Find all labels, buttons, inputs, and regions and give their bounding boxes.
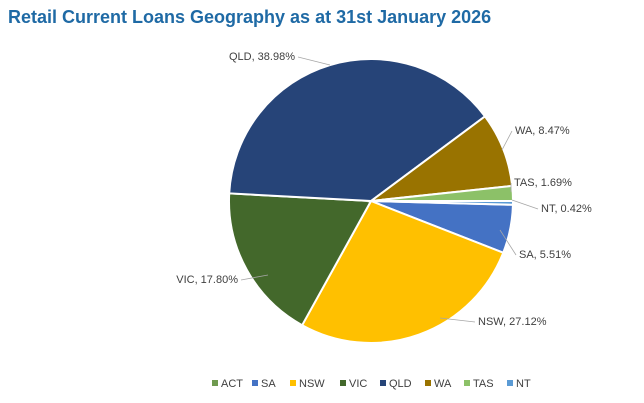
legend-label: QLD (389, 378, 412, 390)
legend-label: NSW (299, 378, 325, 390)
leader-line (240, 274, 269, 281)
data-label: QLD, 38.98% (229, 51, 295, 63)
legend-swatch (425, 380, 431, 386)
legend-swatch (507, 380, 513, 386)
data-label: NSW, 27.12% (478, 316, 547, 328)
legend-label: ACT (221, 378, 243, 390)
data-label: NT, 0.42% (541, 203, 592, 215)
pie-slice (228, 58, 487, 203)
legend-swatch (464, 380, 470, 386)
legend-swatch (290, 380, 296, 386)
legend-label: SA (261, 378, 276, 390)
data-label: TAS, 1.69% (514, 177, 572, 189)
legend-swatch (212, 380, 218, 386)
chart-title: Retail Current Loans Geography as at 31s… (8, 7, 491, 27)
leader-line (297, 56, 331, 66)
leader-line (511, 199, 539, 210)
leader-line (499, 229, 517, 256)
legend-label: NT (516, 378, 531, 390)
legend-swatch (380, 380, 386, 386)
legend-swatch (340, 380, 346, 386)
pie-slice (370, 199, 515, 206)
legend-label: VIC (349, 378, 367, 390)
data-label: WA, 8.47% (515, 125, 570, 137)
legend-label: TAS (473, 378, 494, 390)
legend-label: WA (434, 378, 452, 390)
data-label: VIC, 17.80% (176, 274, 238, 286)
legend-swatch (252, 380, 258, 386)
leader-line (501, 130, 513, 151)
pie-slice (228, 192, 373, 327)
data-label: SA, 5.51% (519, 249, 571, 261)
leader-line (439, 317, 476, 323)
